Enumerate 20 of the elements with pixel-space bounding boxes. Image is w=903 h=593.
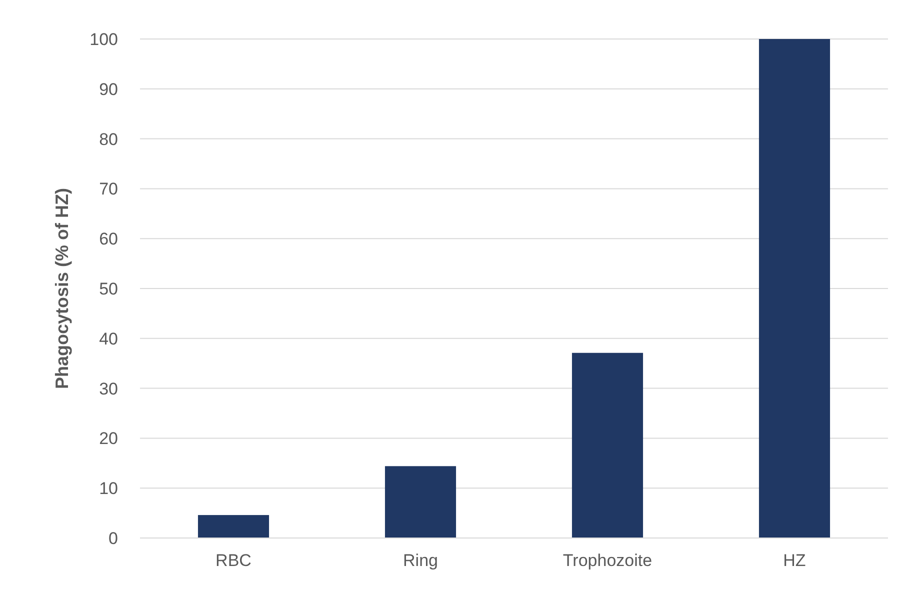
y-axis-title: Phagocytosis (% of HZ) [52, 188, 72, 390]
bar [758, 39, 830, 538]
y-tick-label: 70 [99, 180, 118, 199]
x-tick-label: RBC [216, 551, 252, 570]
y-tick-label: 90 [99, 80, 118, 99]
y-tick-label: 30 [99, 379, 118, 398]
y-tick-label: 20 [99, 429, 118, 448]
y-tick-label: 100 [90, 30, 118, 49]
bar [198, 515, 270, 538]
y-tick-label: 80 [99, 130, 118, 149]
y-tick-label: 10 [99, 479, 118, 498]
y-tick-label: 50 [99, 279, 118, 298]
y-tick-label: 0 [108, 528, 118, 548]
y-tick-label: 40 [99, 329, 118, 348]
bar [572, 352, 644, 538]
bar [384, 466, 456, 538]
x-tick-label: Ring [403, 551, 438, 570]
x-tick-label: HZ [783, 551, 806, 570]
x-tick-label: Trophozoite [562, 551, 652, 570]
y-tick-label: 60 [99, 230, 118, 249]
